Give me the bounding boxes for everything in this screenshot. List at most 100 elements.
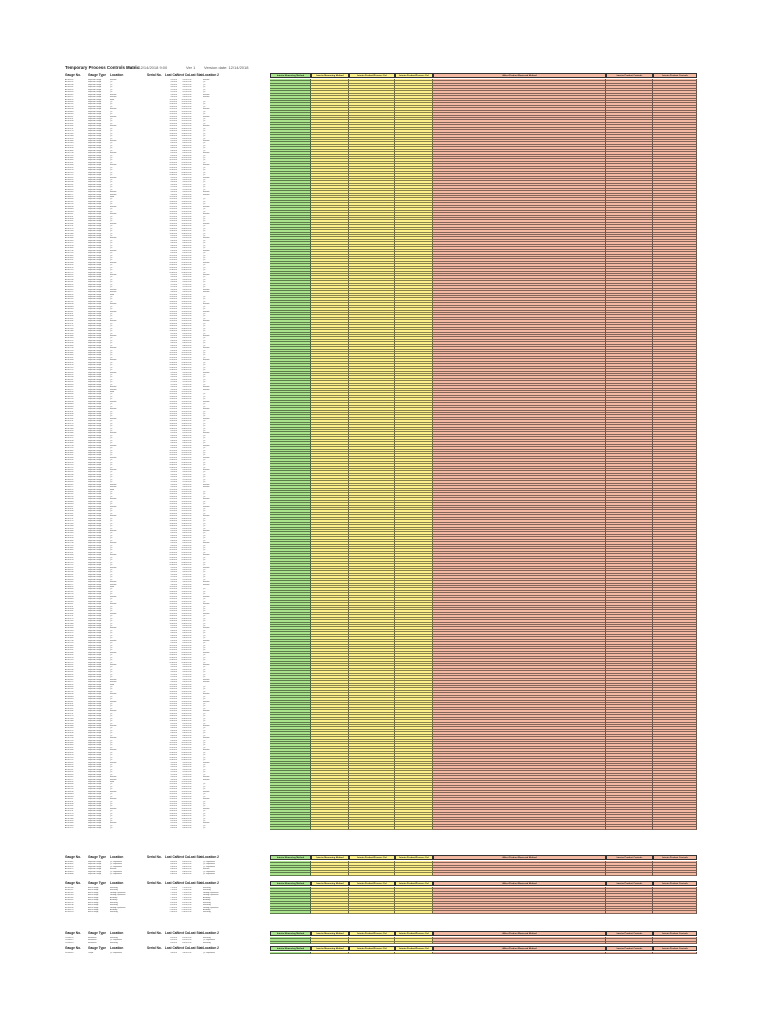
- matrix-row[interactable]: [270, 96, 697, 99]
- matrix-cell[interactable]: [395, 159, 433, 162]
- table-row[interactable]: AS-001572 Inspection Gauge QC 4/4/2018 4/4/2…: [65, 535, 269, 537]
- table-row[interactable]: AS-001795 Inspection Gauge QC 4/9/2018 4/9/2…: [65, 155, 269, 157]
- table-row[interactable]: AS-000252 Inspection Gauge QC 3/5/2018 3/5/2…: [65, 666, 269, 668]
- matrix-cell[interactable]: [606, 110, 653, 114]
- table-row[interactable]: AS-000455 Inspection Gauge QC 3/7/2018 3/7/2…: [65, 91, 269, 93]
- table-row[interactable]: AS-000577 Inspection Gauge Machine 3/9/2018…: [65, 681, 269, 683]
- table-row[interactable]: AS-001984 Inspection Gauge Machine 4/13/201…: [65, 164, 269, 166]
- table-row[interactable]: AS-001795 Inspection Gauge QC 4/9/2018 4/9/2…: [65, 545, 269, 547]
- matrix-cell[interactable]: [395, 205, 433, 209]
- table-row[interactable]: AS-002172 Inspection Gauge QC 4/18/2018 4/18…: [65, 174, 269, 176]
- table-row[interactable]: AS-000903 Inspection Gauge QC 3/19/2018 3/19…: [65, 308, 269, 310]
- matrix-cell[interactable]: [606, 130, 653, 133]
- table-row[interactable]: AS-001011 Inspection Gauge QC 3/21/2018 3/21…: [65, 606, 269, 608]
- table-row[interactable]: AS-001320 Inspection Gauge QC 3/28/2018 3/28…: [65, 133, 269, 135]
- matrix-cell[interactable]: [395, 203, 433, 206]
- table-row[interactable]: AS-000947 Inspection Gauge Machine 3/19/201…: [65, 701, 269, 703]
- matrix-cell[interactable]: [349, 139, 395, 143]
- matrix-cell[interactable]: [311, 159, 349, 162]
- table-row[interactable]: AS-002031 Inspection Gauge QC 4/16/2018 4/16…: [65, 654, 269, 656]
- matrix-cell[interactable]: [606, 164, 653, 167]
- matrix-cell[interactable]: [349, 193, 395, 196]
- table-row[interactable]: AS-000903 Inspection Gauge QC 3/19/2018 3/19…: [65, 406, 269, 408]
- matrix-cell[interactable]: [395, 125, 433, 128]
- matrix-cell[interactable]: [606, 181, 653, 184]
- matrix-cell[interactable]: [349, 91, 395, 94]
- matrix-cell[interactable]: [653, 203, 697, 206]
- matrix-cell[interactable]: [349, 164, 395, 167]
- matrix-cell[interactable]: [395, 198, 433, 201]
- matrix-cell[interactable]: [270, 127, 311, 131]
- table-row[interactable]: AS-001058 Inspection Gauge QC 3/21/2018 3/21…: [65, 218, 269, 220]
- table-row[interactable]: AS-001466 Inspection Gauge Machine 4/2/2018…: [65, 725, 269, 727]
- matrix-cell[interactable]: [433, 169, 606, 172]
- table-row[interactable]: AS-001415 Inspection Gauge QC 4/2/2018 4/2/2…: [65, 430, 269, 432]
- table-row[interactable]: AS-000947 Inspection Gauge Machine 3/19/201…: [65, 213, 269, 215]
- matrix-cell[interactable]: [270, 110, 311, 114]
- matrix-cell[interactable]: [433, 188, 606, 192]
- matrix-cell[interactable]: [433, 127, 606, 131]
- table-row[interactable]: AS-001984 Inspection Gauge Machine 4/13/201…: [65, 554, 269, 556]
- table-row[interactable]: AS-000501 Inspection Gauge Machine 3/9/2018…: [65, 581, 269, 583]
- table-row[interactable]: AS-001166 Inspection Gauge Machine 3/23/201…: [65, 515, 269, 517]
- table-row[interactable]: AS-000337 Inspection Gauge QC 3/5/2018 3/5/2…: [65, 671, 269, 673]
- table-row[interactable]: AS-001466 Inspection Gauge Machine 4/2/2018…: [65, 140, 269, 142]
- table-row[interactable]: AS-000318 Inspection Gauge QC 3/5/2018 3/5/2…: [65, 474, 269, 476]
- matrix-cell[interactable]: [653, 120, 697, 123]
- table-row[interactable]: AS-001734 Inspection Gauge Machine 4/9/2018…: [65, 737, 269, 739]
- matrix-cell[interactable]: [395, 127, 433, 131]
- table-row[interactable]: AS-002125 Inspection Gauge QC 4/18/2018 4/18…: [65, 464, 269, 466]
- matrix-cell[interactable]: [606, 115, 653, 118]
- matrix-cell[interactable]: [433, 137, 606, 140]
- matrix-cell[interactable]: [395, 105, 433, 109]
- matrix-cell[interactable]: [606, 88, 653, 92]
- table-row[interactable]: AS-001466 Inspection Gauge Machine 4/2/2018…: [65, 530, 269, 532]
- table-row[interactable]: AS-000759 Inspection Gauge QC 3/14/2018 3/14…: [65, 301, 269, 303]
- table-row[interactable]: AS-000702 Inspection Gauge QC 3/14/2018 3/14…: [65, 591, 269, 593]
- matrix-cell[interactable]: [349, 103, 395, 106]
- table-row[interactable]: AS-001211 Inspection Gauge QC 3/26/2018 3/26…: [65, 225, 269, 227]
- matrix-cell[interactable]: [349, 161, 395, 165]
- table-row[interactable]: AS-001415 Inspection Gauge QC 4/2/2018 4/2/2…: [65, 820, 269, 822]
- matrix-cell[interactable]: [349, 186, 395, 189]
- matrix-cell[interactable]: [270, 83, 311, 87]
- matrix-cell[interactable]: [270, 159, 311, 162]
- table-row[interactable]: AS-000455 Inspection Gauge QC 3/7/2018 3/7/2…: [65, 189, 269, 191]
- matrix-cell[interactable]: [433, 198, 606, 201]
- matrix-cell[interactable]: [433, 88, 606, 92]
- matrix-row[interactable]: [270, 200, 697, 204]
- table-row[interactable]: AS-000412 Inspection Gauge QC 3/7/2018 3/7/2…: [65, 771, 269, 773]
- table-row[interactable]: AS-000903 Inspection Gauge QC 3/19/2018 3/19…: [65, 796, 269, 798]
- matrix-cell[interactable]: [606, 98, 653, 101]
- table-row[interactable]: AS-001937 Inspection Gauge QC 4/13/2018 4/13…: [65, 357, 269, 359]
- matrix-cell[interactable]: [395, 81, 433, 84]
- matrix-cell[interactable]: [270, 113, 311, 116]
- table-row[interactable]: AS-000577 Inspection Gauge Machine 3/9/2018…: [65, 486, 269, 488]
- matrix-cell[interactable]: [653, 161, 697, 165]
- matrix-cell[interactable]: [433, 191, 606, 194]
- matrix-cell[interactable]: [606, 157, 653, 160]
- table-row[interactable]: AS-000241 Inspection Gauge Machine 3/1/2018…: [65, 177, 269, 179]
- matrix-row[interactable]: [270, 154, 697, 157]
- column-header[interactable]: Next Cal.: [177, 73, 189, 77]
- matrix-row[interactable]: [270, 88, 697, 92]
- table-row[interactable]: AS-000947 Inspection Gauge Machine 3/19/201…: [65, 798, 269, 800]
- matrix-cell[interactable]: [395, 191, 433, 194]
- matrix-cell[interactable]: [653, 157, 697, 160]
- matrix-cell[interactable]: [395, 137, 433, 140]
- matrix-cell[interactable]: [395, 118, 433, 121]
- matrix-cell[interactable]: [349, 86, 395, 89]
- matrix-row[interactable]: [270, 198, 697, 201]
- matrix-cell[interactable]: [270, 186, 311, 189]
- table-row[interactable]: AS-001384 Inspection Gauge QC 3/28/2018 3/28…: [65, 720, 269, 722]
- table-row[interactable]: AS-000612 Inspection Gauge MMM 3/12/2018 3/1…: [65, 391, 269, 393]
- matrix-cell[interactable]: [311, 93, 349, 97]
- table-row[interactable]: AS-002078 Inspection Gauge QC 4/16/2018 4/16…: [65, 462, 269, 464]
- table-row[interactable]: AS-000947 Inspection Gauge Machine 3/19/201…: [65, 311, 269, 313]
- table-row[interactable]: AS-001166 Inspection Gauge Machine 3/23/201…: [65, 710, 269, 712]
- table-row[interactable]: AS-001689 Inspection Gauge QC 4/6/2018 4/6/2…: [65, 735, 269, 737]
- table-row[interactable]: AS-001320 Inspection Gauge QC 3/28/2018 3/28…: [65, 815, 269, 817]
- table-row[interactable]: AS-001937 Inspection Gauge QC 4/13/2018 4/13…: [65, 649, 269, 651]
- matrix-cell[interactable]: [653, 81, 697, 84]
- matrix-row[interactable]: [270, 205, 697, 209]
